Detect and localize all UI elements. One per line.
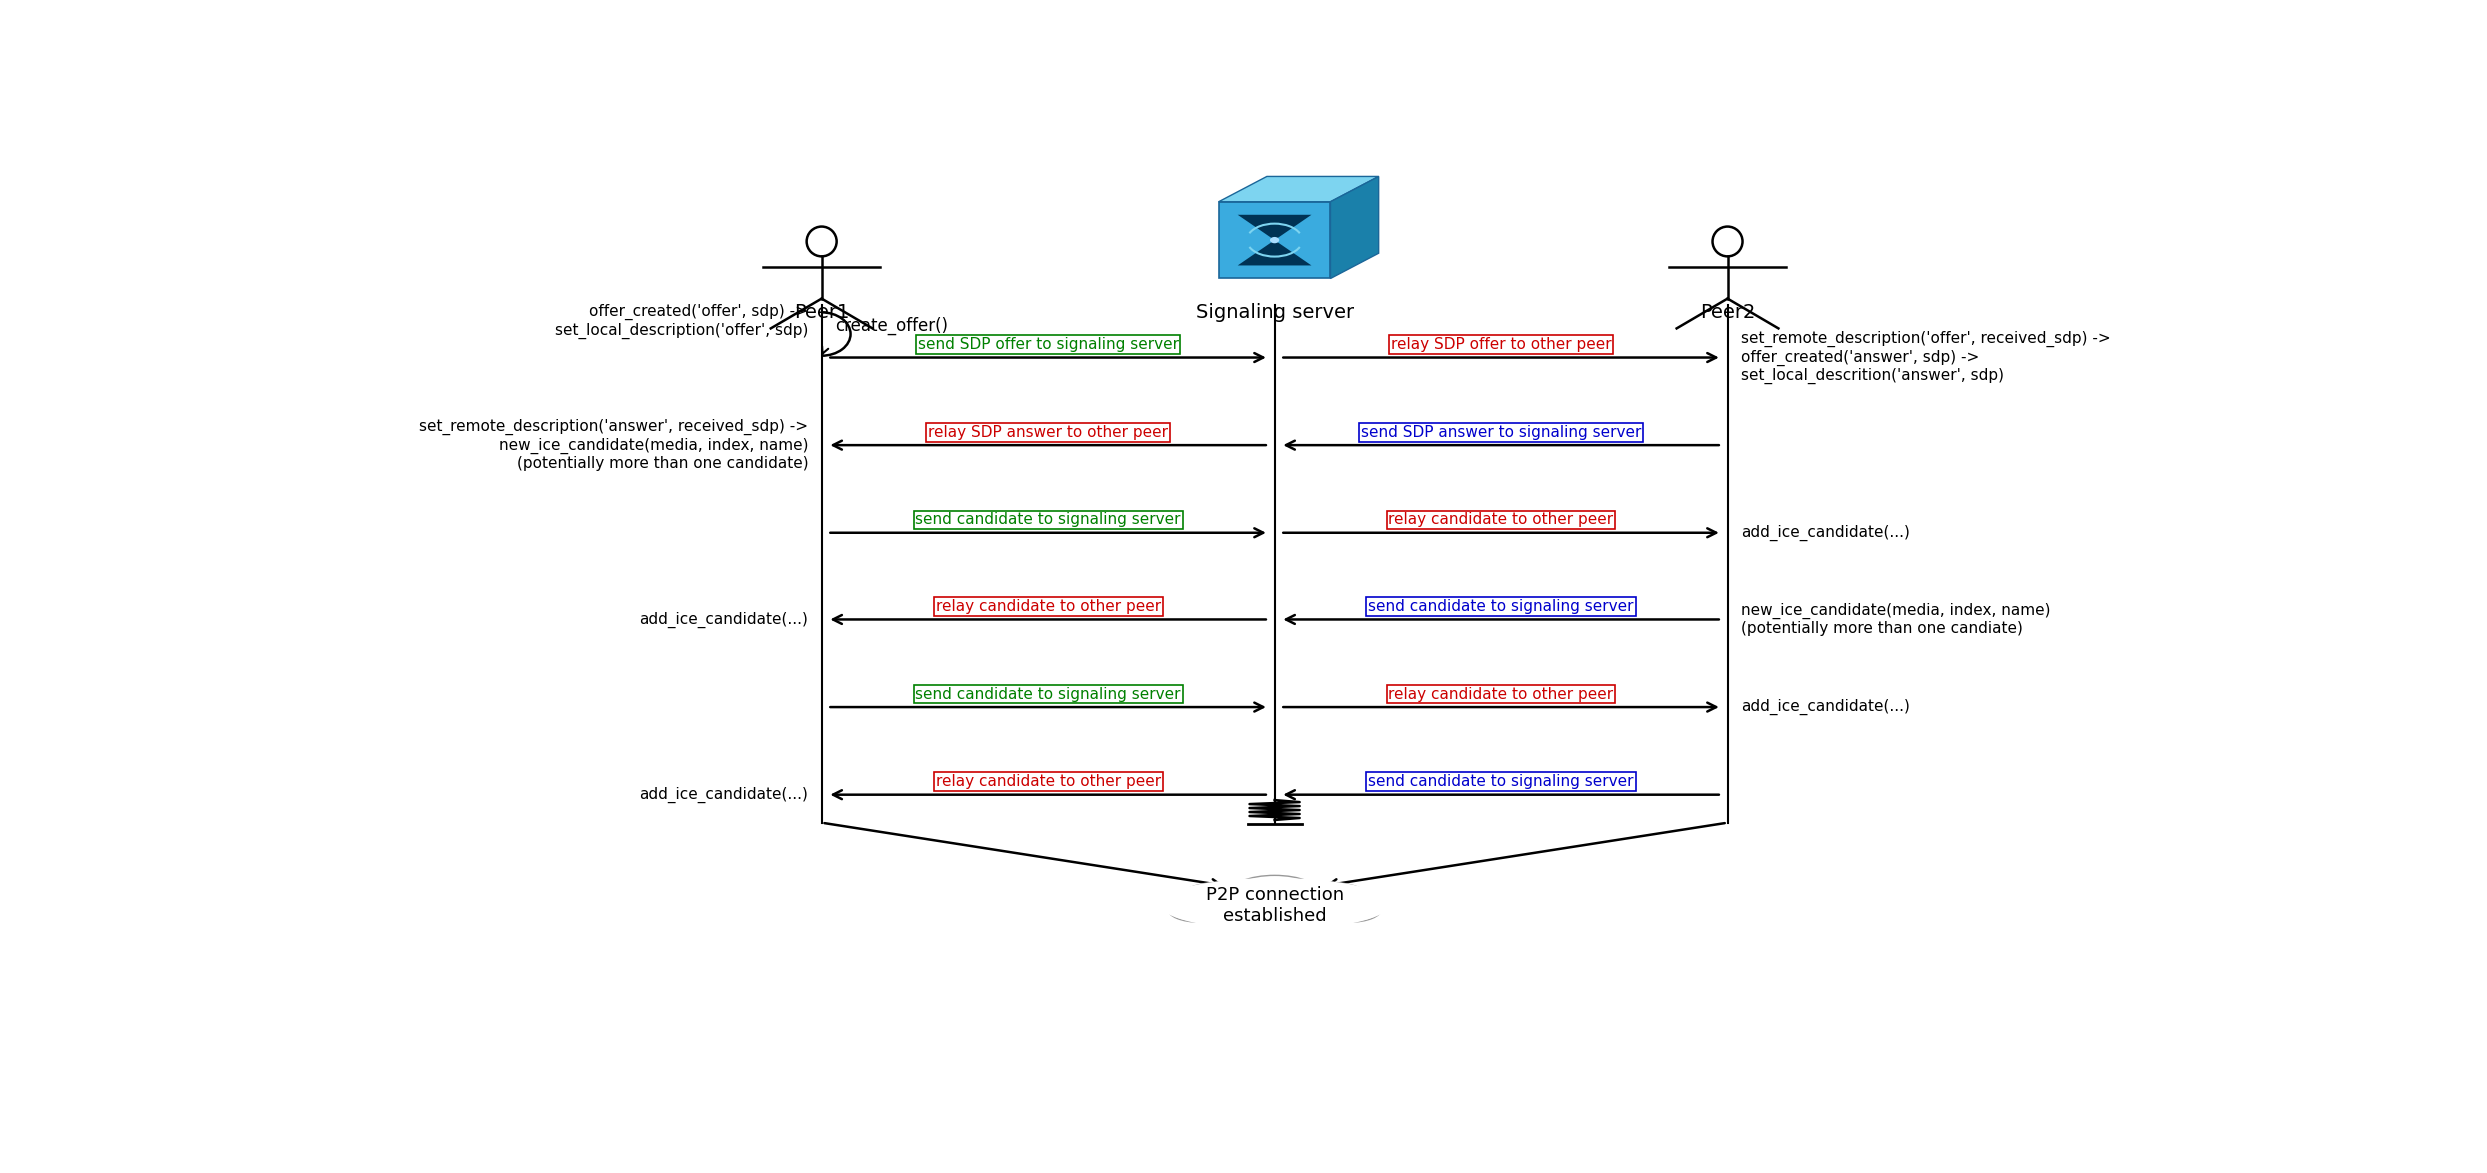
Text: Signaling server: Signaling server — [1196, 304, 1353, 323]
Text: set_remote_description('offer', received_sdp) ->
offer_created('answer', sdp) ->: set_remote_description('offer', received… — [1741, 331, 2111, 385]
Text: relay candidate to other peer: relay candidate to other peer — [1388, 686, 1614, 701]
Text: send SDP offer to signaling server: send SDP offer to signaling server — [918, 337, 1179, 352]
Text: Peer1: Peer1 — [793, 304, 851, 323]
Polygon shape — [1239, 215, 1311, 240]
Ellipse shape — [1288, 882, 1370, 915]
Text: offer_created('offer', sdp) ->
set_local_description('offer', sdp): offer_created('offer', sdp) -> set_local… — [555, 304, 808, 339]
Ellipse shape — [1179, 882, 1261, 915]
Text: create_offer(): create_offer() — [836, 317, 948, 335]
Polygon shape — [1219, 202, 1331, 278]
Ellipse shape — [1159, 877, 1390, 930]
Ellipse shape — [1318, 896, 1383, 922]
Text: relay candidate to other peer: relay candidate to other peer — [935, 774, 1161, 789]
Text: send candidate to signaling server: send candidate to signaling server — [915, 686, 1181, 701]
Text: set_remote_description('answer', received_sdp) ->
new_ice_candidate(media, index: set_remote_description('answer', receive… — [420, 419, 808, 472]
Text: relay SDP answer to other peer: relay SDP answer to other peer — [928, 425, 1169, 440]
Text: send candidate to signaling server: send candidate to signaling server — [915, 513, 1181, 528]
Text: add_ice_candidate(...): add_ice_candidate(...) — [639, 611, 808, 628]
Text: P2P connection
established: P2P connection established — [1206, 887, 1343, 925]
Text: relay SDP offer to other peer: relay SDP offer to other peer — [1390, 337, 1612, 352]
Text: Peer2: Peer2 — [1699, 304, 1756, 323]
Ellipse shape — [1271, 237, 1278, 243]
Text: send SDP answer to signaling server: send SDP answer to signaling server — [1360, 425, 1641, 440]
Ellipse shape — [1216, 896, 1333, 921]
Ellipse shape — [1229, 875, 1321, 914]
Text: add_ice_candidate(...): add_ice_candidate(...) — [1741, 524, 1910, 541]
Polygon shape — [1331, 176, 1378, 278]
Ellipse shape — [1166, 896, 1231, 922]
Polygon shape — [1239, 240, 1311, 265]
Text: add_ice_candidate(...): add_ice_candidate(...) — [639, 787, 808, 802]
Polygon shape — [1219, 176, 1378, 202]
Text: new_ice_candidate(media, index, name)
(potentially more than one candiate): new_ice_candidate(media, index, name) (p… — [1741, 603, 2049, 636]
Text: relay candidate to other peer: relay candidate to other peer — [1388, 513, 1614, 528]
Text: send candidate to signaling server: send candidate to signaling server — [1368, 599, 1634, 613]
Text: add_ice_candidate(...): add_ice_candidate(...) — [1741, 699, 1910, 716]
Text: relay candidate to other peer: relay candidate to other peer — [935, 599, 1161, 613]
Text: send candidate to signaling server: send candidate to signaling server — [1368, 774, 1634, 789]
